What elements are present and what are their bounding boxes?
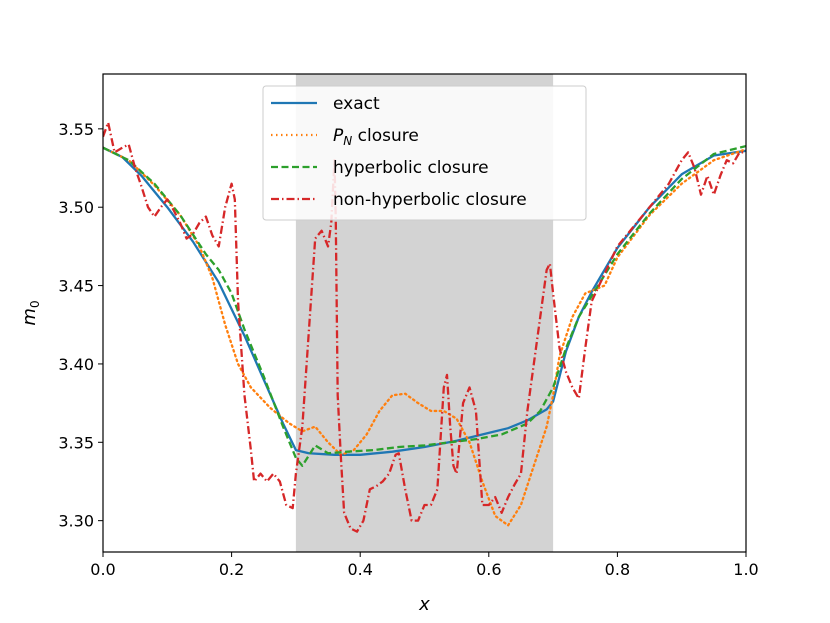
legend-label-2: PN closure — [333, 126, 419, 148]
series-line-2 — [103, 146, 746, 527]
legend-box — [262, 85, 587, 221]
x-tick-label: 0.2 — [219, 560, 244, 579]
legend-label-4: non-hyperbolic closure — [333, 190, 527, 210]
y-axis-label-subscript: 0 — [28, 300, 42, 308]
y-tick-label: 3.50 — [58, 198, 94, 217]
y-tick-label: 3.40 — [58, 355, 94, 374]
y-tick-label: 3.55 — [58, 120, 94, 139]
x-tick-label: 0.6 — [476, 560, 501, 579]
y-axis-label: m0 — [19, 300, 42, 325]
y-axis-label-main: m — [19, 308, 40, 326]
legend-label-1: exact — [333, 94, 380, 114]
plot-frame — [102, 73, 747, 553]
legend-label-3: hyperbolic closure — [333, 158, 489, 178]
x-axis-label: x — [418, 594, 430, 615]
x-tick-label: 0.8 — [605, 560, 630, 579]
series-line-3 — [103, 144, 746, 467]
y-tick-label: 3.45 — [58, 277, 94, 296]
series-line-4 — [103, 121, 746, 533]
y-tick-label: 3.35 — [58, 433, 94, 452]
x-tick-label: 1.0 — [733, 560, 758, 579]
series-line-1 — [103, 146, 746, 456]
x-tick-label: 0.4 — [347, 560, 372, 579]
legend: exact PN closure hyperbolic closure non-hyp… — [262, 85, 587, 221]
y-tick-label: 3.30 — [58, 512, 94, 531]
x-tick-label: 0.0 — [90, 560, 115, 579]
